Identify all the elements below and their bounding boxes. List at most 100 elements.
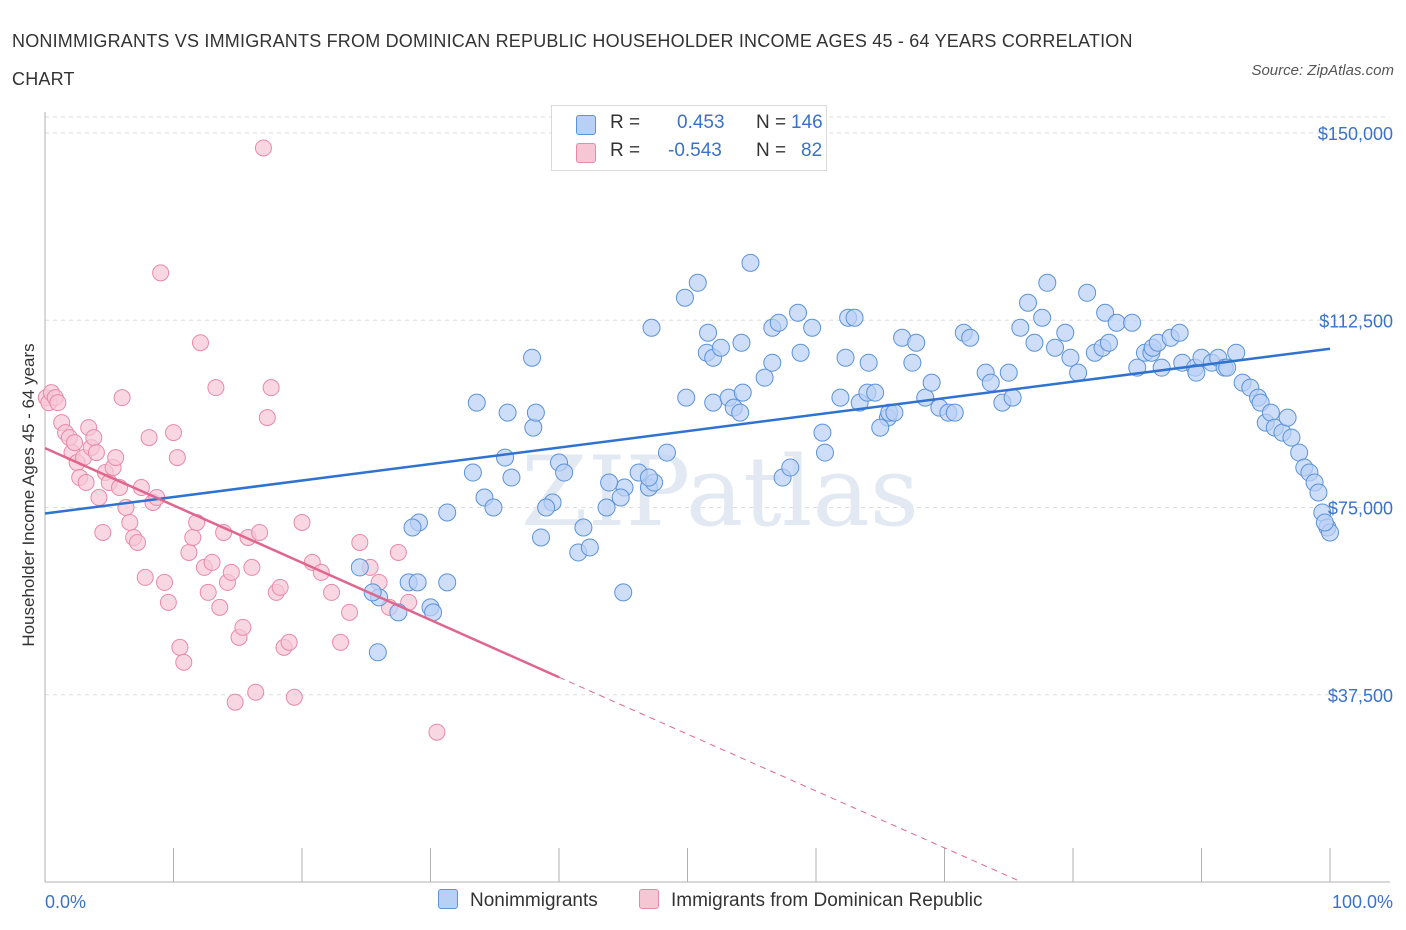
legend-label-nonimmigrants: Nonimmigrants [470, 890, 598, 911]
immigrants-point [271, 578, 289, 596]
nonimmigrants-point [1003, 388, 1022, 407]
immigrants-point [113, 389, 131, 407]
immigrants-point [258, 409, 276, 427]
nonimmigrants-point [1033, 308, 1052, 327]
immigrants-point [49, 394, 67, 412]
nonimmigrants-point [1099, 333, 1118, 352]
nonimmigrants-point [408, 573, 427, 592]
nonimmigrants-point [580, 538, 599, 557]
immigrants-point [180, 543, 198, 561]
nonimmigrants-point [657, 443, 676, 462]
n-label: N = [756, 112, 787, 133]
nonimmigrants-point [1278, 408, 1297, 427]
nonimmigrants-point [789, 303, 808, 322]
nonimmigrants-point [755, 368, 774, 387]
nonimmigrants-point [961, 328, 980, 347]
immigrants-point [226, 693, 244, 711]
nonimmigrants-point [555, 463, 574, 482]
r-label: R = [610, 140, 641, 161]
immigrants-point [323, 583, 341, 601]
immigrants-point [203, 553, 221, 571]
immigrants-point [234, 618, 252, 636]
nonimmigrants-point [639, 468, 658, 487]
stats-legend: R = 0.453 N = 146 R = -0.543 N = 82 [551, 105, 827, 171]
nonimmigrants-point [885, 403, 904, 422]
nonimmigrants-point [368, 643, 387, 662]
nonimmigrants-point [815, 443, 834, 462]
nonimmigrants-point [600, 473, 619, 492]
nonimmigrants-point [845, 308, 864, 327]
nonimmigrants-point [1019, 293, 1038, 312]
n-value-nonimmigrants: 146 [791, 112, 823, 133]
x-tick-label-min: 0.0% [45, 892, 86, 912]
immigrants-trend-line [44, 446, 560, 679]
immigrants-point [247, 683, 265, 701]
immigrants-point [207, 379, 225, 397]
nonimmigrants-point [731, 403, 750, 422]
nonimmigrants-point [403, 518, 422, 537]
nonimmigrants-point [1038, 273, 1057, 292]
immigrants-point [428, 723, 446, 741]
immigrants-point [175, 653, 193, 671]
nonimmigrants-point [903, 353, 922, 372]
nonimmigrants-point [1315, 513, 1334, 532]
immigrants-point [129, 533, 147, 551]
immigrants-point [90, 489, 108, 507]
nonimmigrants-point [1107, 313, 1126, 332]
nonimmigrants-series [350, 253, 1339, 662]
nonimmigrants-point [675, 288, 694, 307]
immigrants-point [77, 474, 95, 492]
nonimmigrants-point [803, 318, 822, 337]
immigrants-point [159, 593, 177, 611]
nonimmigrants-point [981, 373, 1000, 392]
chart-title: NONIMMIGRANTS VS IMMIGRANTS FROM DOMINIC… [12, 31, 1133, 89]
immigrants-point [280, 633, 298, 651]
nonimmigrants-point [1227, 343, 1246, 362]
nonimmigrants-point [813, 423, 832, 442]
r-label: R = [610, 112, 641, 133]
immigrants-point [293, 513, 311, 531]
tick-labels: $37,500 $75,000 $112,500 $150,000 0.0% 100.0% [45, 124, 1393, 912]
nonimmigrants-point [438, 573, 457, 592]
nonimmigrants-point [922, 373, 941, 392]
immigrants-point [251, 523, 269, 541]
nonimmigrants-point [677, 388, 696, 407]
nonimmigrants-point [1170, 323, 1189, 342]
nonimmigrants-point [532, 528, 551, 547]
immigrants-point [171, 638, 189, 656]
immigrants-point [85, 429, 103, 447]
nonimmigrants-point [1069, 363, 1088, 382]
nonimmigrants-point [871, 418, 890, 437]
immigrants-point [254, 139, 272, 157]
nonimmigrants-point [537, 498, 556, 517]
legend-item-immigrants[interactable]: Immigrants from Dominican Republic [639, 889, 983, 912]
nonimmigrants-point [704, 393, 723, 412]
nonimmigrants-swatch [576, 115, 596, 135]
immigrants-point [184, 528, 202, 546]
legend-label-immigrants: Immigrants from Dominican Republic [671, 890, 983, 911]
nonimmigrants-point [597, 498, 616, 517]
immigrants-point [140, 429, 158, 447]
nonimmigrants-point [502, 468, 521, 487]
nonimmigrants-point [791, 343, 810, 362]
immigrants-swatch [576, 143, 596, 163]
r-value-immigrants: -0.543 [668, 140, 722, 161]
immigrants-point [152, 264, 170, 282]
immigrants-point [199, 583, 217, 601]
immigrants-point [66, 434, 84, 452]
legend-item-nonimmigrants[interactable]: Nonimmigrants [438, 889, 598, 912]
nonimmigrants-point [611, 488, 630, 507]
x-tick-label-max: 100.0% [1332, 892, 1393, 912]
immigrants-swatch [639, 889, 659, 909]
y-axis-label: Householder Income Ages 45 - 64 years [19, 343, 38, 646]
y-tick-label: $112,500 [1319, 311, 1393, 331]
immigrants-point [191, 334, 209, 352]
nonimmigrants-point [523, 348, 542, 367]
nonimmigrants-point [916, 388, 935, 407]
nonimmigrants-point [1282, 428, 1301, 447]
nonimmigrants-point [733, 383, 752, 402]
immigrants-point [285, 688, 303, 706]
nonimmigrants-swatch [438, 889, 458, 909]
nonimmigrants-point [1309, 483, 1328, 502]
immigrants-point [211, 598, 229, 616]
